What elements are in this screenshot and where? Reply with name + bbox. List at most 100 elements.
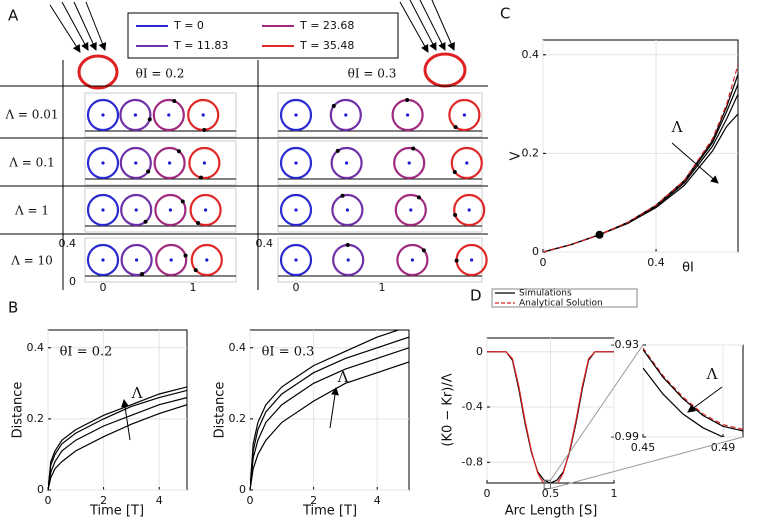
panel-label: A	[8, 7, 19, 25]
panel-label: C	[500, 5, 510, 23]
center-dot	[101, 258, 105, 262]
center-dot	[101, 208, 105, 212]
contact-dot	[454, 258, 459, 263]
center-dot	[294, 113, 298, 117]
contact-dot	[335, 148, 340, 153]
x-tick-label: 4	[374, 494, 381, 507]
x-tick-label: 0.4	[647, 256, 665, 269]
contact-dot	[453, 125, 458, 130]
particle	[86, 98, 120, 132]
particle	[190, 243, 223, 277]
x-tick-label: 2	[310, 494, 317, 507]
subplot-frame	[277, 187, 483, 233]
y-tick-label: 0.2	[229, 412, 247, 425]
annotation: θI = 0.2	[60, 345, 113, 360]
panel-label: B	[8, 299, 18, 317]
center-dot	[168, 208, 172, 212]
x-axis-label: Time [T]	[89, 504, 144, 519]
center-dot	[167, 113, 171, 117]
x-axis-label: θI	[682, 261, 694, 276]
axis-label: 1	[190, 281, 197, 294]
center-dot	[101, 161, 105, 165]
contact-dot	[345, 243, 350, 248]
particle	[331, 193, 364, 227]
highlight-point	[595, 230, 604, 239]
center-dot	[465, 161, 469, 165]
contact-dot	[172, 99, 177, 104]
center-dot	[135, 258, 139, 262]
axis-label: 1	[379, 281, 386, 294]
y-tick-label: 0	[37, 483, 44, 496]
y-axis-label: (K0 − Kr)/Λ	[441, 373, 456, 446]
particle	[394, 193, 427, 227]
particle	[119, 98, 152, 132]
particle	[330, 146, 363, 180]
contact-dot	[180, 199, 185, 204]
x-tick-label: 0	[247, 494, 254, 507]
particle-icon	[423, 52, 467, 88]
row-header: Λ = 0.1	[8, 156, 54, 170]
particle	[279, 193, 313, 227]
particle-icon	[77, 54, 119, 90]
y-tick-label: -0.4	[462, 400, 483, 413]
axis-label: 0.4	[256, 237, 274, 250]
annotation: Λ	[131, 384, 143, 402]
center-dot	[169, 258, 173, 262]
data-line	[250, 330, 401, 490]
center-dot	[462, 113, 466, 117]
legend-label: Simulations	[519, 289, 572, 299]
axis-label: 0.4	[59, 237, 77, 250]
x-tick-label: 0	[540, 256, 547, 269]
y-axis-label: Distance	[213, 382, 228, 439]
center-dot	[345, 208, 349, 212]
contact-dot	[331, 104, 336, 109]
particle	[120, 243, 153, 277]
center-dot	[202, 161, 206, 165]
data-line	[48, 397, 187, 490]
row-header: Λ = 1	[14, 204, 49, 218]
center-dot	[294, 161, 298, 165]
trend-arrow	[671, 142, 719, 184]
particle	[86, 146, 120, 180]
center-dot	[134, 161, 138, 165]
particle	[86, 193, 120, 227]
panel-label: D	[470, 287, 482, 305]
particle	[279, 146, 313, 180]
y-tick-label: 0.2	[27, 412, 45, 425]
center-dot	[344, 113, 348, 117]
center-dot	[294, 208, 298, 212]
annotation: θI = 0.3	[262, 345, 315, 360]
annotation: Λ	[671, 118, 683, 136]
contact-dot	[140, 271, 145, 276]
x-tick-label: 4	[156, 494, 163, 507]
legend-label: Analytical Solution	[519, 299, 603, 309]
subplot-frame	[84, 237, 237, 283]
center-dot	[204, 208, 208, 212]
y-tick-label: -0.93	[611, 338, 639, 351]
data-line	[543, 64, 738, 252]
contact-dot	[202, 127, 207, 132]
y-tick-label: 0.4	[229, 341, 247, 354]
x-axis-label: Time [T]	[302, 504, 357, 519]
particle	[396, 243, 429, 277]
contact-dot	[452, 169, 457, 174]
contact-dot	[453, 213, 458, 218]
incident-arrows	[49, 0, 455, 53]
particle	[188, 146, 221, 180]
particle	[450, 146, 483, 180]
data-line	[487, 351, 614, 483]
contact-dot	[196, 220, 201, 225]
center-dot	[409, 208, 413, 212]
contact-dot	[183, 253, 188, 258]
y-tick-label: 0.2	[522, 146, 540, 159]
column-header: θI = 0.2	[136, 67, 185, 81]
subplot-frame	[84, 92, 237, 138]
y-tick-label: -0.99	[611, 430, 639, 443]
axis-label: 0	[293, 281, 300, 294]
data-line	[643, 367, 726, 437]
legend-label: T = 35.48	[299, 39, 354, 52]
data-line	[250, 361, 409, 490]
x-tick-label: 0.45	[631, 441, 656, 454]
contact-dot	[340, 193, 345, 198]
